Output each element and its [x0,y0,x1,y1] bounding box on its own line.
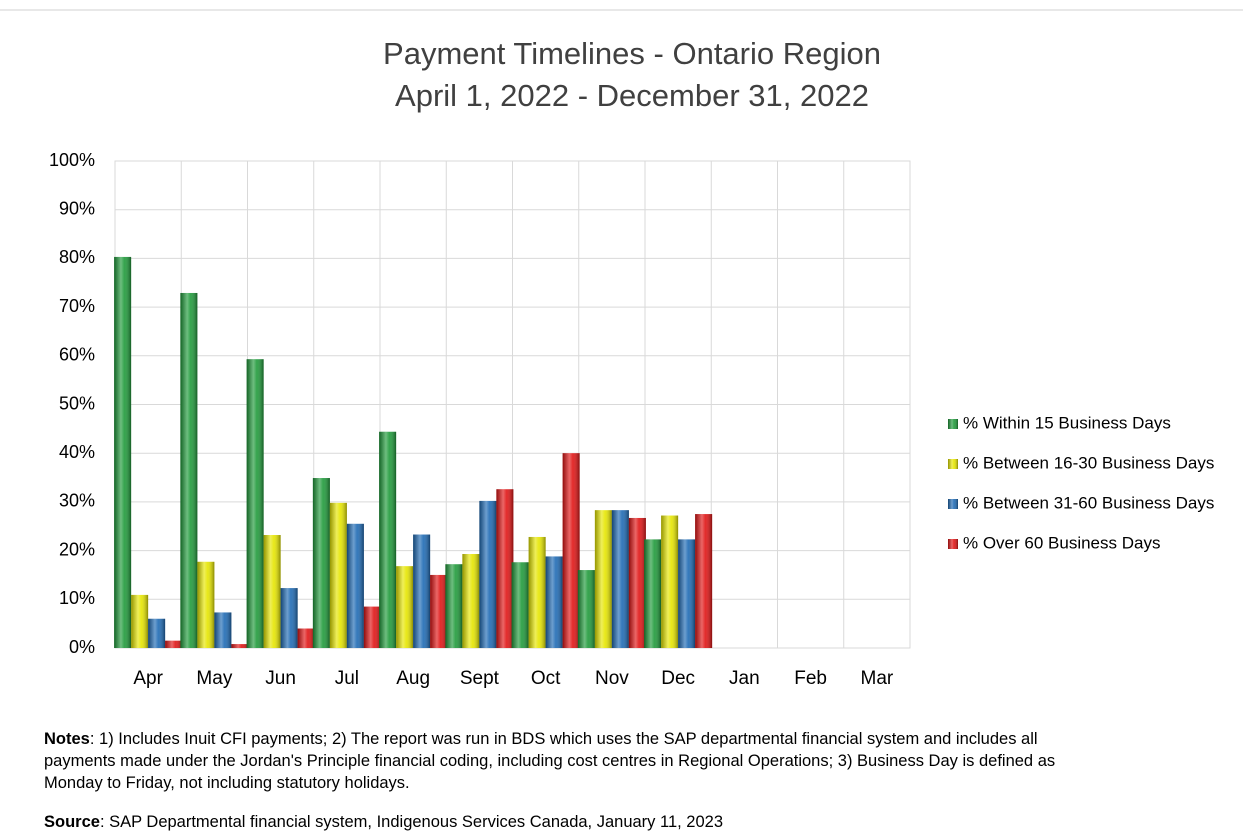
x-tick-label: May [196,668,232,689]
legend-label: % Within 15 Business Days [963,413,1171,432]
bar-shade [628,517,646,648]
y-tick-label: 40% [59,442,95,462]
y-tick-label: 30% [59,491,95,511]
y-tick-label: 70% [59,296,95,316]
y-tick-label: 100% [49,150,95,170]
y-tick-label: 10% [59,588,95,608]
bar-shade [180,292,198,648]
bar-shade [312,478,330,648]
bar-shade [197,561,215,648]
bar-shade [445,564,463,648]
x-tick-label: Apr [133,668,163,689]
bar-shade [430,574,448,648]
x-tick-label: Jun [265,668,296,689]
notes-text: : 1) Includes Inuit CFI payments; 2) The… [44,730,1056,792]
bar-shade [379,431,397,648]
bar-shade [263,535,281,648]
bar-shade [678,539,696,648]
y-tick-label: 0% [69,637,95,657]
bar-shade [297,628,315,648]
bar-shade [644,539,662,648]
legend-swatch-shade [948,539,958,549]
bar-shade [346,523,364,648]
legend-label: % Between 16-30 Business Days [963,453,1214,472]
bar-shade [479,500,497,648]
x-tick-label: Aug [396,668,430,689]
notes-label: Notes [44,730,90,748]
bar-shade [496,489,514,648]
bar-shade [165,640,183,648]
bar-shade [363,606,381,648]
bar-shade [562,453,580,648]
bar-shade [611,510,629,648]
bar-shade [511,562,529,648]
y-tick-label: 80% [59,247,95,267]
bar-shade [594,510,612,648]
plot-area: 0% 10% 20% 30% 40% 50% 60% 70% 80% 90% 100% Apr May J… [49,150,1214,689]
legend-swatch-shade [948,419,958,429]
chart-title: Payment Timelines - Ontario Region [383,36,881,71]
bar-shade [396,566,414,648]
x-tick-label: Jan [729,668,760,689]
bar-shade [214,612,232,648]
legend-label: % Between 31-60 Business Days [963,493,1214,512]
bar-shade [528,536,546,648]
y-tick-label: 50% [59,393,95,413]
y-tick-label: 60% [59,345,95,365]
x-tick-label: Oct [531,668,561,689]
bar-shade [114,256,132,648]
bar-shade [695,514,713,648]
x-tick-label: Dec [661,668,695,689]
source: Source: SAP Departmental financial syste… [44,811,1144,833]
chart: Payment Timelines - Ontario Region April… [0,9,1243,689]
y-tick-label: 90% [59,198,95,218]
bar-shade [329,502,347,648]
x-tick-label: Jul [335,668,359,689]
bar-shade [246,359,264,648]
x-tick-label: Sept [460,668,500,689]
bar-shade [413,534,431,648]
source-label: Source [44,813,100,831]
chart-subtitle: April 1, 2022 - December 31, 2022 [395,78,869,113]
bar-shade [280,588,298,648]
x-tick-label: Mar [861,668,894,689]
bar-shade [462,554,480,648]
bar-shade [661,515,679,648]
legend-swatch-shade [948,459,958,469]
notes: Notes: 1) Includes Inuit CFI payments; 2… [44,728,1104,794]
bar-shade [131,594,149,648]
bar-shade [148,618,166,648]
legend-swatch-shade [948,499,958,509]
bar-shade [545,556,563,648]
legend-label: % Over 60 Business Days [963,533,1160,552]
x-tick-label: Feb [794,668,827,689]
bar-shade [577,570,595,648]
bar-shade [231,644,249,648]
x-tick-label: Nov [595,668,629,689]
source-text: : SAP Departmental financial system, Ind… [99,813,724,831]
y-tick-label: 20% [59,539,95,559]
